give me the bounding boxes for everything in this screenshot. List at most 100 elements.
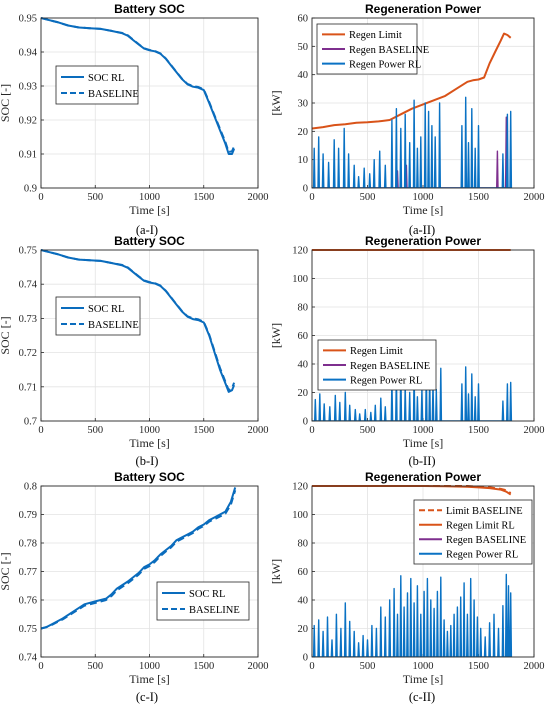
- series-line-0: [41, 487, 237, 630]
- chart-title: Battery SOC: [114, 234, 185, 248]
- y-axis-label: SOC [-]: [0, 84, 12, 122]
- y-tick-label: 60: [298, 567, 309, 578]
- x-tick-label: 1000: [139, 661, 160, 672]
- legend: Limit BASELINE Regen Limit RL Regen BASELI…: [413, 499, 533, 565]
- x-tick-label: 1500: [468, 425, 489, 436]
- y-tick-label: 60: [298, 14, 309, 25]
- y-axis-label: SOC [-]: [0, 316, 12, 354]
- captions: (a-I) (a-II) (b-I) (b-II) (c-I) (c-II): [136, 223, 436, 704]
- legend: Regen Limit Regen BASELINE Regen Power RL: [317, 339, 437, 391]
- legend-entry: Regen Power RL: [446, 550, 518, 561]
- x-tick-label: 500: [87, 425, 103, 436]
- x-tick-label: 0: [38, 192, 43, 203]
- x-tick-label: 1500: [468, 661, 489, 672]
- y-tick-label: 0: [303, 184, 308, 195]
- x-tick-label: 2000: [248, 661, 269, 672]
- y-tick-label: 120: [292, 246, 308, 257]
- y-tick-label: 0.92: [19, 116, 37, 127]
- caption-a-I: (a-I): [136, 223, 158, 237]
- y-tick-label: 0.71: [19, 382, 37, 393]
- legend-entry: Regen BASELINE: [349, 45, 429, 56]
- y-tick-label: 0.77: [19, 567, 37, 578]
- series-line-1: [41, 249, 236, 392]
- series-group: [41, 17, 236, 155]
- x-tick-label: 0: [38, 661, 43, 672]
- legend-entry: SOC RL: [88, 73, 124, 84]
- x-tick-label: 2000: [248, 192, 269, 203]
- chart-panel-1: 0 500 1000 1500 2000 0 10 20 30 40 50 60 Regeneratio…: [269, 2, 545, 217]
- series-group: [41, 249, 236, 393]
- x-axis-label: Time [s]: [403, 672, 444, 686]
- axes-frame: [311, 249, 535, 422]
- x-tick-label: 2000: [524, 661, 545, 672]
- y-tick-label: 20: [298, 127, 309, 138]
- x-tick-label: 1500: [468, 192, 489, 203]
- chart-title: Battery SOC: [114, 470, 185, 484]
- series-line-1: [41, 490, 237, 630]
- legend-entry: SOC RL: [189, 589, 225, 600]
- legend-box: [55, 65, 139, 105]
- series-group: [312, 32, 513, 188]
- series-line-1: [312, 116, 512, 188]
- y-tick-label: 0.75: [19, 624, 37, 635]
- legend: SOC RL BASELINE: [55, 296, 141, 336]
- series-line-1: [41, 17, 236, 153]
- legend-entry: Regen Limit: [349, 30, 402, 41]
- y-tick-label: 0.94: [19, 48, 38, 59]
- series-line-3: [312, 573, 513, 657]
- y-axis-label: SOC [-]: [0, 552, 12, 590]
- x-tick-label: 1000: [413, 425, 434, 436]
- y-tick-label: 0: [303, 417, 308, 428]
- legend-entry: Regen Limit: [350, 346, 403, 357]
- x-tick-label: 500: [87, 661, 103, 672]
- y-tick-label: 0.72: [19, 348, 37, 359]
- legend-entry: BASELINE: [88, 89, 139, 100]
- y-axis-label: [kW]: [269, 559, 283, 584]
- panels: 0 500 1000 1500 20000.90.910.920.930.940.95B…: [0, 2, 545, 686]
- x-tick-label: 2000: [248, 425, 269, 436]
- x-tick-label: 500: [360, 425, 376, 436]
- x-tick-label: 1000: [413, 192, 434, 203]
- chart-title: Regeneration Power: [365, 2, 481, 16]
- x-tick-label: 1500: [193, 192, 214, 203]
- y-tick-label: 10: [298, 155, 309, 166]
- y-tick-label: 0.74: [19, 653, 38, 664]
- x-tick-label: 2000: [524, 425, 545, 436]
- y-axis-label: [kW]: [269, 90, 283, 115]
- legend-entry: Limit BASELINE: [446, 506, 523, 517]
- y-tick-label: 60: [298, 331, 309, 342]
- series-line-2: [312, 96, 513, 188]
- caption-c-II: (c-II): [409, 690, 435, 704]
- chart-panel-5: 0 500 1000 1500 2000 0 20 40 60 80 100 120 Regenerat…: [269, 470, 545, 686]
- y-tick-label: 0.8: [24, 482, 37, 493]
- x-axis-label: Time [s]: [403, 436, 444, 450]
- caption-c-I: (c-I): [136, 690, 158, 704]
- y-tick-label: 40: [298, 70, 309, 81]
- x-tick-label: 0: [309, 192, 314, 203]
- caption-b-II: (b-II): [408, 454, 435, 468]
- y-tick-label: 0.76: [19, 596, 37, 607]
- series-group: [41, 487, 237, 630]
- y-tick-label: 100: [292, 510, 308, 521]
- y-tick-label: 0.79: [19, 510, 37, 521]
- y-tick-label: 0.91: [19, 150, 37, 161]
- y-tick-label: 0: [303, 653, 308, 664]
- y-tick-label: 0.7: [24, 417, 37, 428]
- y-axis-label: [kW]: [269, 323, 283, 348]
- chart-panel-2: 0 500 1000 1500 2000 0.7 0.71 0.72 0.73 0.74 0.75 B…: [0, 234, 269, 450]
- chart-panel-4: 0 500 1000 1500 2000 0.74 0.75 0.76 0.77 0.78 0.79…: [0, 470, 269, 686]
- axes-frame: [40, 17, 259, 189]
- x-axis-label: Time [s]: [129, 203, 170, 217]
- legend-entry: Regen Limit RL: [446, 521, 515, 532]
- legend-box: [156, 581, 250, 621]
- y-tick-label: 0.73: [19, 314, 37, 325]
- y-tick-label: 40: [298, 360, 309, 371]
- legend-entry: Regen Power RL: [349, 59, 421, 70]
- axes-frame: [40, 249, 259, 422]
- x-axis-label: Time [s]: [129, 672, 170, 686]
- caption-a-II: (a-II): [409, 223, 435, 237]
- legend-entry: BASELINE: [88, 320, 139, 331]
- y-tick-label: 0.9: [24, 184, 37, 195]
- x-tick-label: 500: [360, 661, 376, 672]
- axes-frame: [311, 485, 535, 658]
